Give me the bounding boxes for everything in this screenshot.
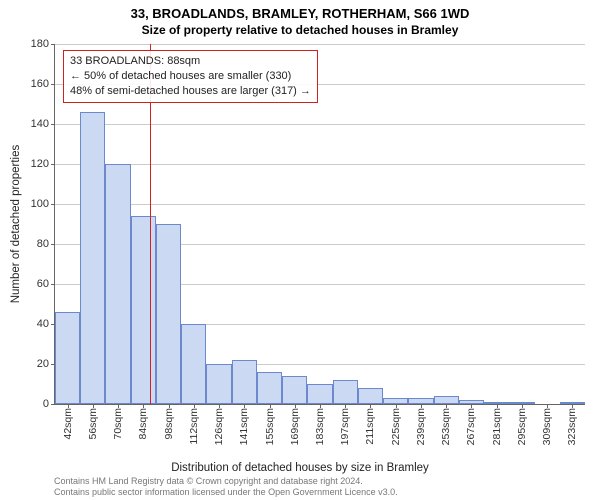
y-tick-label: 180 [31, 38, 55, 50]
annotation-line-1: 33 BROADLANDS: 88sqm [70, 54, 311, 69]
x-tick-label: 70sqm [112, 408, 124, 440]
y-tick-label: 80 [37, 238, 55, 250]
histogram-bar [257, 372, 282, 404]
title-line-2: Size of property relative to detached ho… [0, 23, 600, 39]
attribution: Contains HM Land Registry data © Crown c… [54, 476, 398, 499]
y-tick-label: 140 [31, 118, 55, 130]
x-tick-label: 126sqm [213, 408, 225, 445]
x-tick-label: 267sqm [465, 408, 477, 445]
x-tick-label: 239sqm [415, 408, 427, 445]
histogram-bar [131, 216, 156, 404]
x-tick-label: 112sqm [188, 408, 200, 445]
x-tick-label: 323sqm [566, 408, 578, 445]
x-tick-label: 169sqm [289, 408, 301, 445]
x-tick-label: 183sqm [314, 408, 326, 445]
annotation-line-2: ← 50% of detached houses are smaller (33… [70, 69, 311, 84]
histogram-bar [232, 360, 257, 404]
x-tick-label: 155sqm [264, 408, 276, 445]
x-tick-label: 141sqm [238, 408, 250, 445]
y-tick-label: 100 [31, 198, 55, 210]
y-tick-label: 60 [37, 278, 55, 290]
y-tick-label: 120 [31, 158, 55, 170]
x-tick-label: 309sqm [541, 408, 553, 445]
histogram-bar [181, 324, 206, 404]
grid-line [55, 164, 585, 165]
x-tick-label: 98sqm [163, 408, 175, 440]
x-tick-label: 281sqm [491, 408, 503, 445]
x-tick-label: 253sqm [440, 408, 452, 445]
plot-area: 02040608010012014016018042sqm56sqm70sqm8… [54, 44, 585, 405]
y-tick-label: 20 [37, 358, 55, 370]
x-tick-label: 56sqm [87, 408, 99, 440]
x-tick-label: 84sqm [137, 408, 149, 440]
histogram-bar [156, 224, 181, 404]
annotation-line-3: 48% of semi-detached houses are larger (… [70, 84, 311, 99]
annotation-box: 33 BROADLANDS: 88sqm ← 50% of detached h… [63, 50, 318, 103]
y-tick-label: 40 [37, 318, 55, 330]
grid-line [55, 44, 585, 45]
chart-title: 33, BROADLANDS, BRAMLEY, ROTHERHAM, S66 … [0, 0, 600, 38]
attribution-line-1: Contains HM Land Registry data © Crown c… [54, 476, 398, 487]
x-tick-label: 197sqm [339, 408, 351, 445]
histogram-bar [80, 112, 105, 404]
y-tick-label: 160 [31, 78, 55, 90]
histogram-bar [105, 164, 130, 404]
histogram-bar [206, 364, 231, 404]
attribution-line-2: Contains public sector information licen… [54, 487, 398, 498]
x-tick-label: 42sqm [62, 408, 74, 440]
histogram-bar [55, 312, 80, 404]
histogram-bar [282, 376, 307, 404]
grid-line [55, 204, 585, 205]
histogram-bar [333, 380, 358, 404]
histogram-bar [358, 388, 383, 404]
x-axis-label: Distribution of detached houses by size … [0, 462, 600, 474]
histogram-bar [307, 384, 332, 404]
histogram-bar [434, 396, 459, 404]
y-axis-label: Number of detached properties [10, 145, 22, 304]
title-line-1: 33, BROADLANDS, BRAMLEY, ROTHERHAM, S66 … [0, 0, 600, 23]
x-tick-label: 211sqm [364, 408, 376, 445]
grid-line [55, 124, 585, 125]
y-tick-label: 0 [43, 398, 55, 410]
histogram-chart: 33, BROADLANDS, BRAMLEY, ROTHERHAM, S66 … [0, 0, 600, 500]
x-tick-label: 295sqm [516, 408, 528, 445]
x-tick-label: 225sqm [390, 408, 402, 445]
